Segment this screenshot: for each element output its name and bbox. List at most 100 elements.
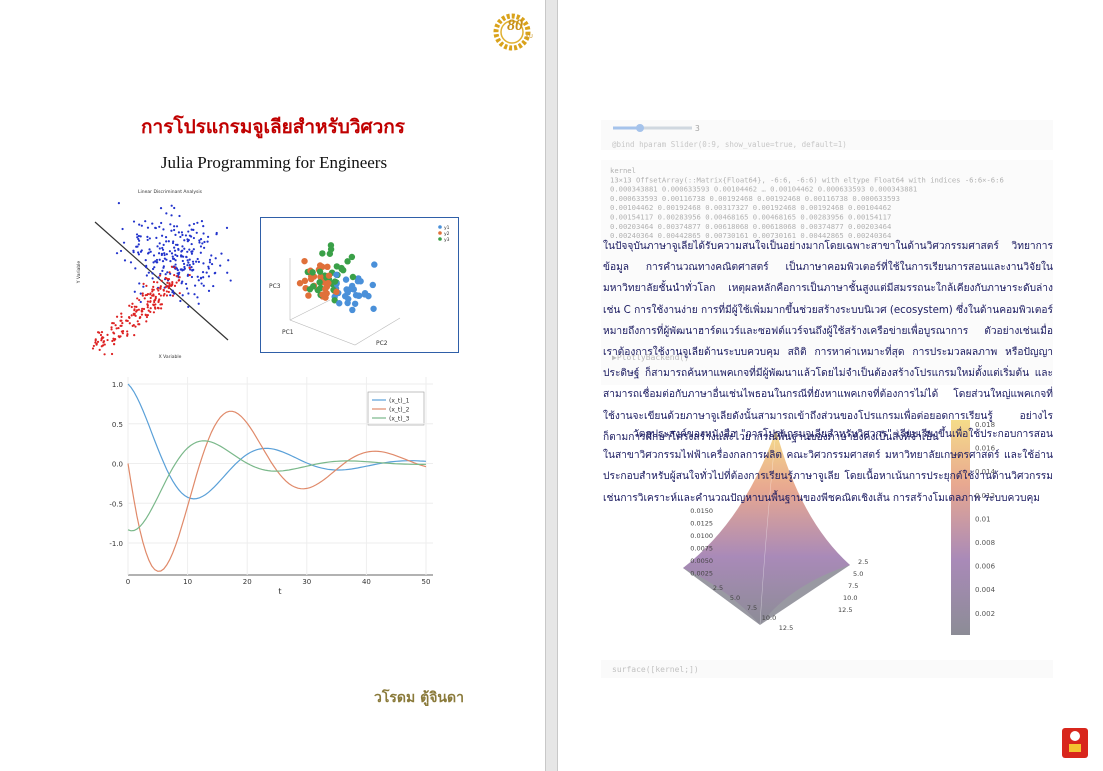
scatter-dot (157, 307, 160, 310)
scatter-dot (306, 286, 314, 293)
scatter-dot (121, 227, 124, 231)
scatter-dot (149, 293, 152, 296)
y-tick-label: 10.0 (843, 594, 857, 602)
scatter-dot (202, 276, 205, 279)
scatter-dot (146, 306, 149, 309)
scatter-dot (188, 224, 191, 227)
scatter-dot (115, 327, 118, 330)
scatter-dot (165, 212, 168, 215)
scatter-dot (296, 280, 304, 287)
scatter-dot (199, 251, 202, 254)
scatter-dot (154, 298, 157, 301)
scatter-dot (128, 304, 131, 307)
scatter-dot (111, 339, 114, 343)
scatter-dot (229, 279, 232, 282)
scatter-dot (151, 294, 154, 297)
scatter-dot (351, 300, 359, 307)
scatter-dot (169, 294, 172, 297)
x-axis-label: t (278, 587, 281, 596)
scatter-dot (168, 250, 171, 253)
scatter-dot (125, 319, 128, 322)
scatter-dot (157, 289, 160, 292)
y-tick-label: 1.0 (112, 381, 123, 389)
legend-label: (x_t)_3 (389, 416, 410, 423)
scatter-dot (158, 242, 161, 245)
scatter-dot (133, 290, 136, 293)
scatter-dot (207, 275, 211, 278)
scatter-dot (226, 271, 229, 274)
scatter-dot (181, 245, 184, 248)
code-line: 0.000633593 0.00116738 0.00192468 0.0019… (610, 194, 900, 203)
scatter-dot (103, 343, 106, 346)
notebook-background: 3 ▶PlotlyBackend() surface([kernel;]) (601, 120, 1053, 678)
colorbar-tick-label: 0.002 (975, 610, 995, 618)
scatter-dot (149, 307, 152, 310)
z-tick-label: 0.0125 (690, 520, 713, 528)
scatter-dot (193, 293, 196, 296)
scatter-dot (161, 260, 165, 263)
scatter-dot (196, 296, 199, 299)
colorbar-tick-label: 0.008 (975, 539, 995, 547)
scatter-dot (156, 261, 159, 264)
scatter-dot (175, 281, 178, 284)
scatter-dot (187, 230, 190, 233)
scatter-dot (121, 329, 125, 333)
scatter-dot (179, 268, 182, 271)
backend-output: ▶PlotlyBackend() (612, 353, 689, 362)
scatter-dot (142, 307, 146, 311)
scatter-dot (134, 314, 137, 317)
z-tick-label: 0.0150 (690, 507, 713, 515)
scatter-dot (205, 271, 208, 274)
scatter-dot (120, 324, 123, 327)
x-tick-label: 20 (243, 578, 252, 586)
scatter-dot (159, 294, 162, 297)
scatter-dot (100, 337, 103, 340)
scatter-dot (106, 338, 109, 342)
scatter-dot (173, 246, 176, 249)
scatter-dot (352, 291, 360, 299)
scatter-dot (158, 298, 161, 301)
scatter-dot (325, 279, 332, 287)
scatter-dot (208, 261, 212, 264)
scatter-dot (190, 250, 193, 253)
scatter-dot (154, 260, 157, 263)
scatter-dot (134, 325, 137, 328)
scatter-dot (162, 294, 165, 297)
scatter-dot (188, 266, 191, 269)
paragraph: วัตถุประสงค์ของหนังสือ "การโปรแกรมจูเลีย… (603, 429, 1053, 504)
scatter-dot (162, 289, 165, 292)
scatter-dot (135, 233, 139, 236)
scatter-dot (179, 235, 182, 239)
app-icon (1062, 728, 1088, 758)
scatter-dot (145, 266, 148, 269)
scatter-dot (331, 297, 338, 304)
scatter-dot (170, 214, 173, 217)
scatter-dot (119, 249, 123, 253)
scatter-dot (96, 340, 100, 343)
scatter-dot (95, 342, 98, 345)
scatter-dot (172, 240, 175, 243)
scatter-dot (165, 277, 168, 280)
scatter-dot (188, 248, 191, 251)
scatter-dot (171, 241, 175, 245)
scatter-dot (202, 232, 205, 235)
scatter-dot (169, 223, 172, 226)
scatter-dot (138, 282, 141, 285)
legend-dot (438, 231, 442, 235)
scatter-dot (158, 292, 161, 296)
scatter-dot (202, 225, 205, 228)
x-tick-label: 10 (183, 578, 192, 586)
scatter-dot (146, 226, 150, 229)
scatter-dot (180, 282, 183, 285)
scatter-dot (141, 307, 144, 310)
code-block: @bind hparam Slider(0:9, show_value=true… (610, 140, 1004, 240)
scatter-dot (349, 273, 357, 281)
scatter-dot (103, 353, 106, 356)
scatter-dot (324, 263, 331, 271)
scatter-dot (317, 273, 324, 281)
scatter-dot (138, 298, 141, 302)
scatter-dot (151, 288, 154, 291)
scatter-dot (187, 292, 190, 295)
scatter-dot (199, 245, 203, 248)
